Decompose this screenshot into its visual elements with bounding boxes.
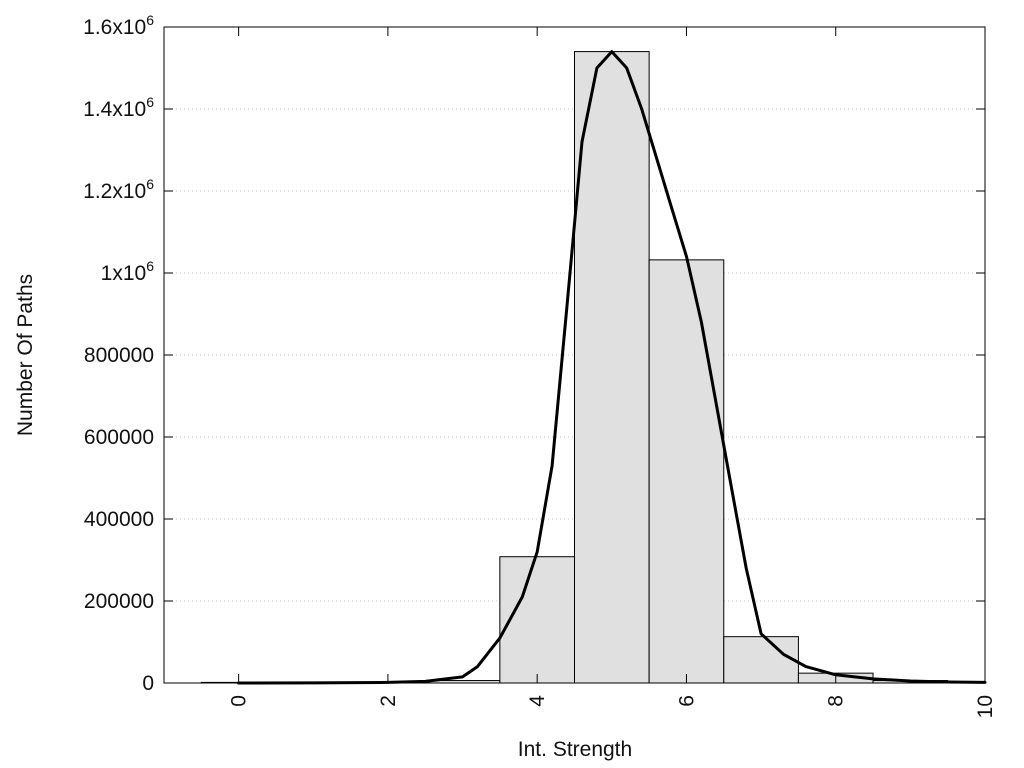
gridlines: [164, 108, 985, 602]
bars: [200, 51, 949, 684]
x-tick-label: 8: [825, 695, 848, 707]
x-tick-label: 10: [974, 695, 997, 718]
histogram-bar: [648, 259, 725, 684]
y-tick-label: 1.6x106: [83, 12, 154, 39]
histogram-bar: [723, 636, 799, 684]
x-axis-ticks: 0 2 4 6 8 10: [228, 27, 997, 718]
y-tick-label: 800000: [84, 344, 154, 367]
y-tick-label: 1.2x106: [83, 176, 154, 203]
y-axis-ticks: 0 200000 400000 600000 800000 1x106 1.2x106 1.4…: [83, 12, 985, 695]
y-tick-label: 400000: [84, 508, 154, 531]
y-tick-label: 600000: [84, 426, 154, 449]
y-tick-label: 0: [142, 672, 154, 695]
histogram-bar: [499, 556, 576, 684]
x-axis-label: Int. Strength: [518, 738, 632, 761]
fit-curve-layer: [237, 50, 987, 685]
x-tick-label: 4: [526, 695, 549, 707]
x-tick-label: 6: [675, 695, 698, 707]
x-tick-label: 0: [228, 695, 251, 707]
x-tick-label: 2: [377, 695, 400, 707]
histogram-bar: [574, 51, 650, 684]
fit-curve-line: [237, 50, 987, 685]
y-tick-label: 1x106: [101, 258, 155, 285]
y-tick-label: 1.4x106: [83, 94, 154, 121]
y-axis-label: Number Of Paths: [14, 274, 37, 436]
y-tick-label: 200000: [84, 590, 154, 613]
